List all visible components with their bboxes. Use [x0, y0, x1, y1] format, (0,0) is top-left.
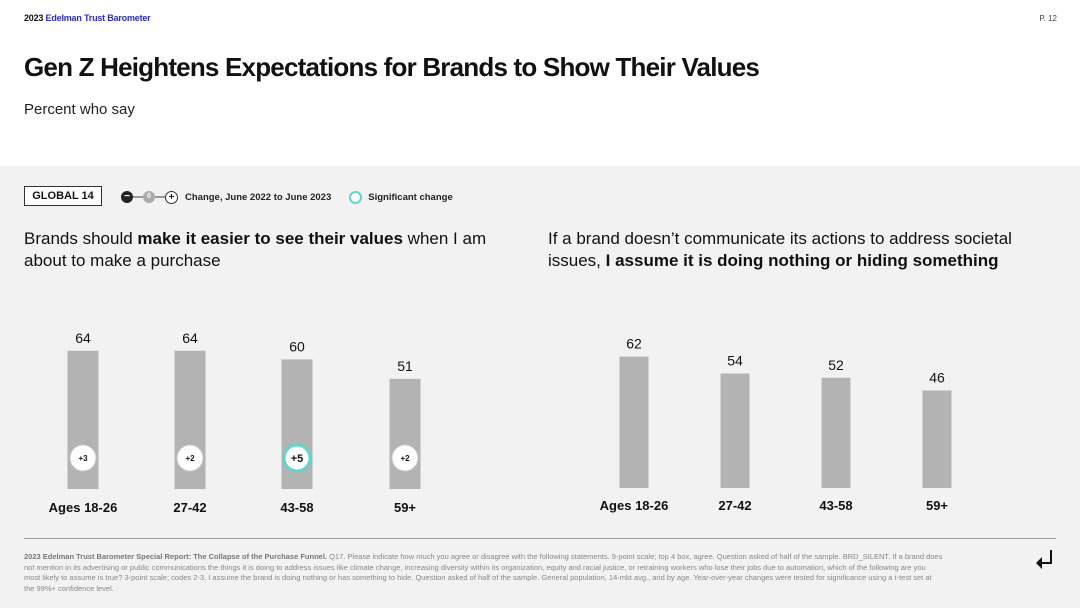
change-marker — [176, 444, 204, 472]
right-heading-bold: I assume it is doing nothing or hiding s… — [605, 251, 999, 270]
bar-2-3 — [821, 377, 851, 488]
page-subtitle: Percent who say — [24, 101, 135, 118]
footnote: 2023 Edelman Trust Barometer Special Rep… — [24, 552, 944, 594]
bar-2-4 — [922, 390, 952, 488]
value-label: 60 — [289, 338, 305, 354]
left-heading-bold: make it easier to see their values — [137, 229, 403, 248]
significant-change-icon — [349, 190, 363, 204]
change-marker — [391, 444, 419, 472]
value-label: 64 — [75, 330, 91, 346]
brand-logo: 2023 Edelman Trust Barometer — [24, 13, 151, 23]
category-label: Ages 18-26 — [600, 498, 669, 513]
value-label: 54 — [727, 353, 743, 369]
bar-2-2 — [720, 373, 750, 488]
value-label: 64 — [182, 330, 198, 346]
header-area: 2023 Edelman Trust Barometer P. 12 Gen Z… — [0, 0, 1080, 166]
plus-icon: + — [165, 190, 178, 204]
legend: − 0 + Change, June 2022 to June 2023 Sig… — [121, 189, 453, 205]
category-label: 43-58 — [280, 500, 313, 515]
change-label: +2 — [400, 454, 410, 463]
change-label: +5 — [291, 453, 304, 465]
value-label: 52 — [828, 357, 844, 373]
left-chart-heading: Brands should make it easier to see thei… — [24, 228, 494, 272]
change-marker — [69, 444, 97, 472]
legend-change-label: Change, June 2022 to June 2023 — [185, 191, 332, 203]
left-heading-part1: Brands should — [24, 229, 138, 248]
next-arrow-icon[interactable] — [1034, 548, 1058, 572]
footnote-source: 2023 Edelman Trust Barometer Special Rep… — [24, 552, 327, 561]
category-label: 43-58 — [819, 498, 852, 513]
page-number: P. 12 — [1039, 14, 1057, 23]
category-label: 27-42 — [173, 500, 206, 515]
change-label: +3 — [78, 454, 88, 463]
global-badge: GLOBAL 14 — [24, 186, 102, 206]
zero-icon: 0 — [143, 191, 155, 203]
legend-line — [155, 196, 165, 198]
value-label: 51 — [397, 358, 413, 374]
bar-2-1 — [619, 356, 649, 488]
bar-1-4 — [389, 378, 421, 489]
category-label: Ages 18-26 — [49, 500, 118, 515]
brand-name: Edelman Trust Barometer — [45, 13, 151, 23]
change-label: +2 — [185, 454, 195, 463]
right-heading-part1: If a brand doesn’t communicate its actio… — [548, 229, 1012, 270]
value-label: 46 — [929, 369, 945, 385]
footnote-text: Q17. Please indicate how much you agree … — [24, 552, 943, 593]
minus-icon: − — [121, 191, 133, 203]
category-label: 27-42 — [718, 498, 751, 513]
page-title: Gen Z Heightens Expectations for Brands … — [24, 52, 760, 82]
left-heading-part2: when I am about to make a purchase — [24, 229, 487, 270]
legend-significant-label: Significant change — [368, 191, 453, 203]
right-chart-heading: If a brand doesn’t communicate its actio… — [548, 228, 1058, 272]
value-label: 62 — [626, 336, 642, 352]
significant-change-marker — [282, 443, 312, 473]
footer-divider — [24, 538, 1056, 539]
legend-line — [133, 196, 143, 198]
category-label: 59+ — [394, 500, 416, 515]
brand-year: 2023 — [24, 13, 44, 23]
category-label: 59+ — [926, 498, 948, 513]
